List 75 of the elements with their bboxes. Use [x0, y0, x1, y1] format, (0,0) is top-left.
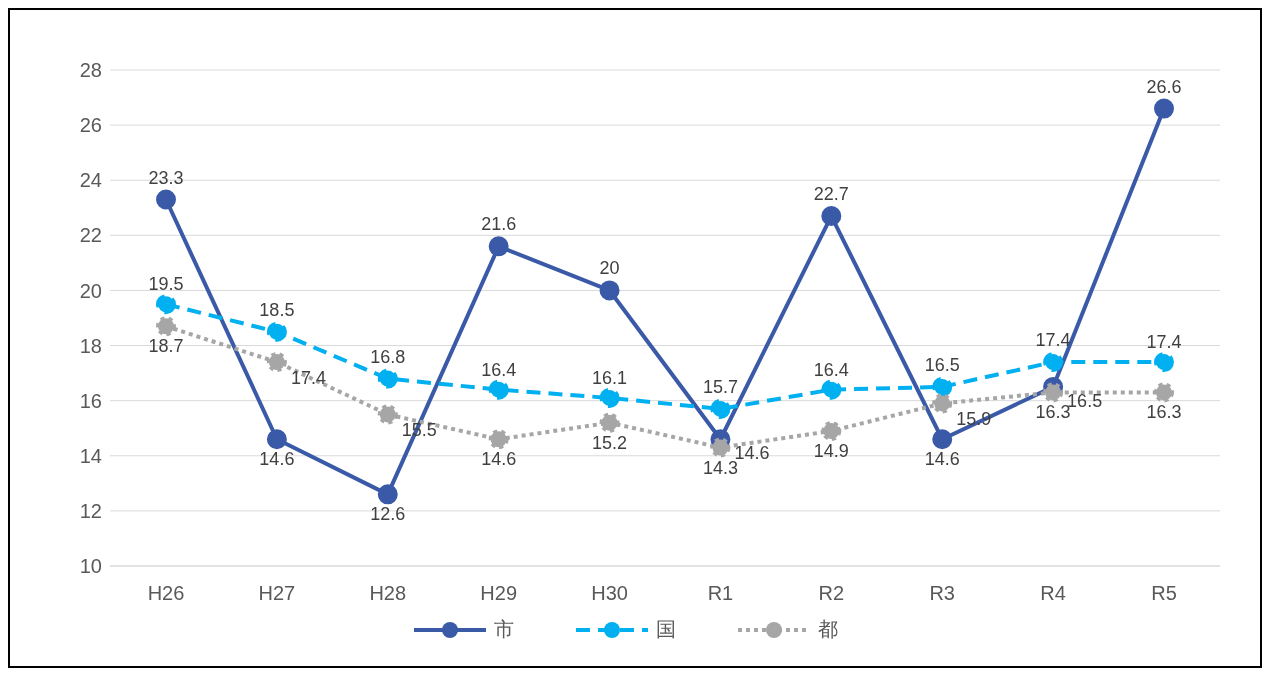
data-label: 15.2: [592, 432, 628, 453]
data-label: 23.3: [148, 167, 184, 188]
y-tick-label: 22: [79, 224, 102, 247]
x-tick-label: H29: [480, 582, 518, 605]
data-label: 17.4: [1146, 332, 1182, 353]
point: [1154, 382, 1174, 403]
data-label: 26.6: [1146, 76, 1182, 97]
y-tick-label: 12: [79, 499, 102, 522]
x-tick-label: R5: [1151, 582, 1177, 605]
point: [156, 294, 176, 315]
point: [821, 206, 842, 227]
y-tick-label: 24: [79, 169, 102, 192]
y-tick-label: 18: [79, 334, 102, 357]
data-label: 14.9: [813, 440, 849, 461]
data-label: 14.6: [924, 449, 960, 470]
point: [266, 352, 287, 373]
x-tick-label: H28: [369, 582, 407, 605]
x-tick-label: H26: [147, 582, 185, 605]
x-tick-label: R3: [929, 582, 956, 605]
data-label: 18.5: [259, 299, 295, 320]
data-label: 17.4: [1035, 330, 1071, 351]
data-label: 12.6: [370, 504, 406, 525]
point: [488, 379, 509, 400]
point: [377, 404, 398, 425]
point: [599, 280, 620, 301]
x-tick-label: H30: [591, 582, 628, 605]
data-label: 19.5: [148, 274, 184, 295]
point: [266, 321, 287, 342]
y-tick-label: 26: [79, 114, 102, 137]
point: [1154, 98, 1174, 119]
y-tick-label: 28: [79, 59, 102, 82]
data-label: 16.8: [370, 346, 406, 367]
data-label: 16.1: [592, 367, 628, 388]
point: [1043, 352, 1064, 373]
data-label: 20: [599, 258, 620, 279]
x-tick-label: R1: [707, 582, 734, 605]
point: [821, 420, 842, 441]
x-tick-label: R4: [1040, 582, 1066, 605]
point: [488, 236, 509, 257]
point: [1154, 352, 1174, 373]
point: [932, 429, 953, 450]
point: [156, 316, 176, 337]
y-tick-label: 10: [79, 555, 102, 578]
point: [821, 379, 842, 400]
data-label: 14.6: [481, 449, 517, 470]
point: [932, 376, 953, 397]
point: [932, 393, 953, 414]
point: [377, 368, 398, 389]
point: [710, 437, 731, 458]
y-tick-label: 16: [79, 389, 102, 412]
data-label: 14.6: [259, 449, 295, 470]
data-label: 17.4: [290, 368, 326, 389]
point: [156, 189, 176, 210]
x-tick-label: H27: [258, 582, 296, 605]
point: [1043, 382, 1064, 403]
x-tick-label: R2: [818, 582, 845, 605]
point: [599, 412, 620, 433]
y-tick-label: 20: [79, 279, 102, 302]
data-label: 16.4: [481, 359, 517, 380]
legend-label: 都: [817, 617, 838, 642]
y-tick-label: 14: [79, 444, 102, 467]
data-label: 16.3: [1146, 402, 1182, 423]
data-label: 18.7: [148, 336, 184, 357]
legend-label: 国: [655, 617, 676, 642]
legend-label: 市: [493, 617, 514, 642]
data-label: 15.7: [702, 376, 738, 397]
point: [266, 429, 287, 450]
point: [599, 387, 620, 408]
data-label: 22.7: [813, 184, 849, 205]
point: [377, 484, 398, 505]
data-label: 16.5: [924, 354, 960, 375]
point: [488, 429, 509, 450]
data-label: 21.6: [481, 214, 517, 235]
data-label: 16.4: [813, 359, 849, 380]
point: [710, 398, 731, 419]
